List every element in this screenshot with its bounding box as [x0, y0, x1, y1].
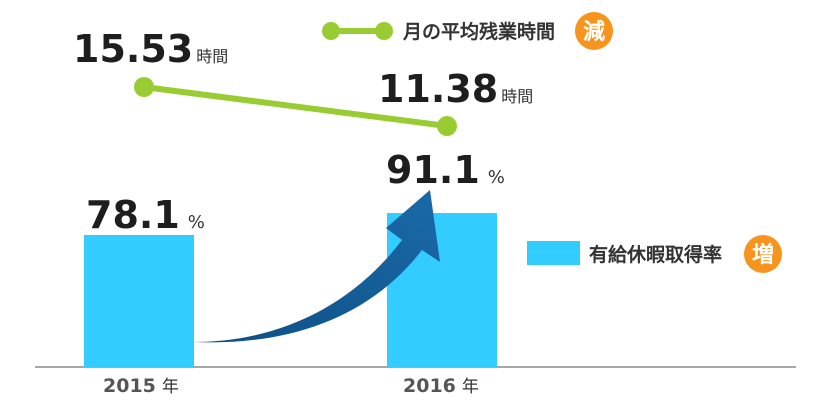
increase-badge [744, 235, 782, 273]
decrease-badge-label: 減 [583, 20, 605, 45]
overtime-line [141, 84, 450, 130]
decrease-badge [575, 12, 613, 50]
legend-overtime-label: 月の平均残業時間 [402, 20, 555, 43]
legend-line-dot-left [322, 22, 340, 40]
x-tick-2016: 2016 年 [403, 375, 479, 397]
overtime-point-2015 [134, 77, 154, 97]
legend-leave-label: 有給休暇取得率 [589, 243, 722, 266]
bar-value-2015: 78.1% [86, 193, 205, 237]
legend-bar-swatch [527, 241, 580, 265]
legend-leave: 有給休暇取得率 増 [527, 235, 782, 273]
overtime-value-2016: 11.38 時間 [378, 67, 533, 111]
bar-2015 [84, 235, 194, 367]
increase-badge-label: 増 [752, 242, 774, 268]
legend-overtime: 月の平均残業時間 減 [322, 12, 613, 50]
growth-arrow [193, 190, 440, 343]
overtime-point-2016 [437, 116, 457, 137]
bar-value-2016: 91.1% [386, 148, 505, 192]
legend-line-dot-right [375, 22, 393, 40]
x-tick-2015: 2015 年 [103, 375, 179, 397]
overtime-value-2015: 15.53 時間 [73, 27, 228, 71]
